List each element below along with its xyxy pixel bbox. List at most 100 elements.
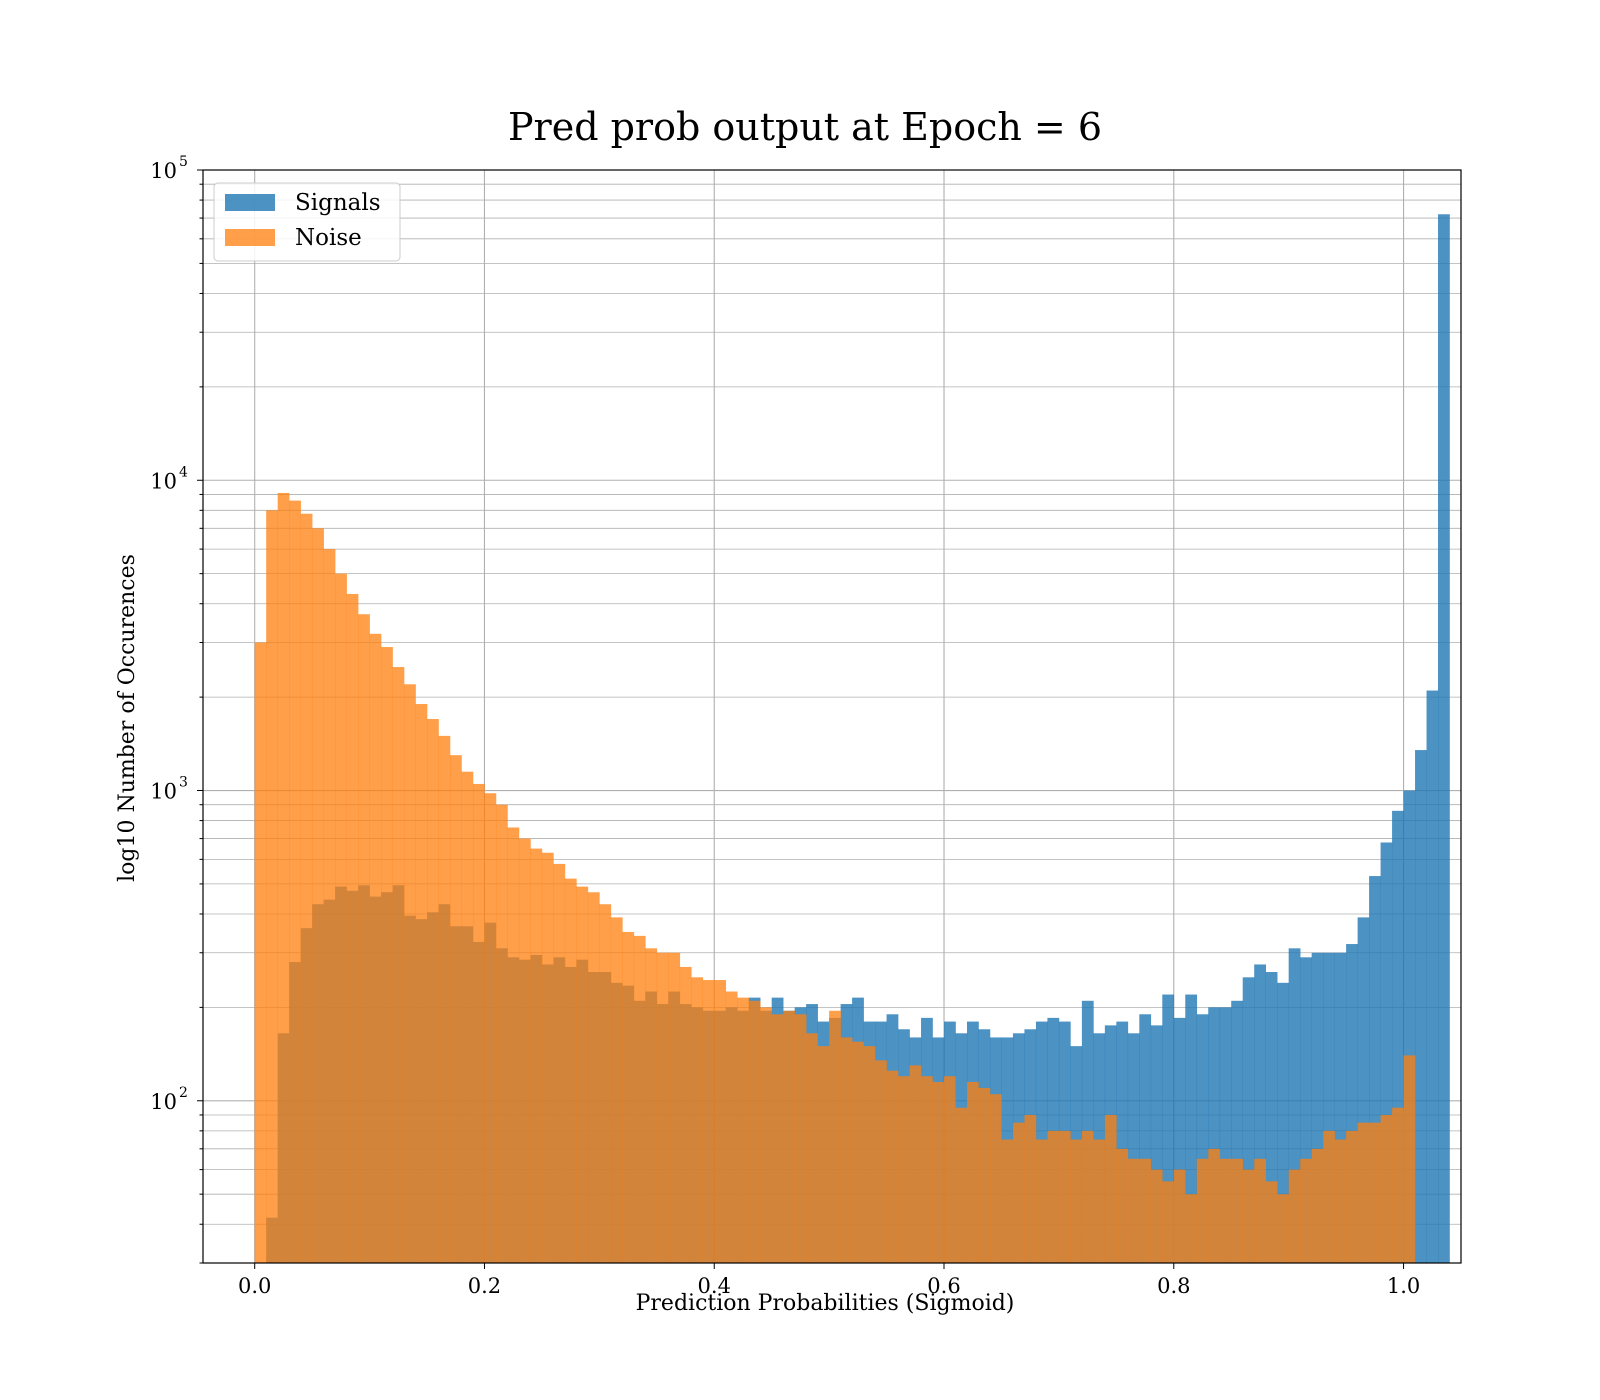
histogram-bar [254, 642, 267, 1263]
histogram-bar [415, 704, 428, 1263]
histogram-bar [1185, 994, 1198, 1263]
histogram-bar [1311, 1148, 1324, 1263]
histogram-bar [1185, 1194, 1198, 1263]
histogram-bar [518, 838, 531, 1263]
histogram-bar [553, 863, 566, 1263]
legend[interactable]: Signals Noise [213, 182, 401, 262]
histogram-bar [1277, 982, 1289, 1263]
histogram-bar [1265, 972, 1278, 1263]
histogram-bar [1380, 842, 1393, 1263]
histogram-bar [1127, 1158, 1140, 1263]
histogram-bar [1070, 1139, 1083, 1263]
histogram-bar [1093, 1139, 1106, 1263]
histogram-bar [507, 827, 520, 1263]
legend-swatch-signals [225, 194, 275, 211]
histogram-bar [1334, 1139, 1347, 1263]
histogram-bar [1438, 214, 1450, 1264]
histogram-bar [966, 1081, 979, 1263]
histogram-bar [530, 848, 543, 1263]
histogram-bar [691, 977, 704, 1263]
histogram-bar [1127, 1033, 1140, 1263]
histogram-bar [886, 1070, 899, 1263]
histogram-bar [300, 513, 313, 1263]
histogram-bar [1300, 1158, 1312, 1263]
histogram-bar [1035, 1139, 1048, 1263]
histogram-bar [875, 1060, 887, 1263]
histogram-bar [1265, 1181, 1278, 1263]
histogram-bar [1162, 1181, 1175, 1263]
histogram-bar [1196, 1014, 1209, 1263]
y-tick-exponent: 2 [179, 1085, 188, 1101]
histogram-bar [358, 614, 370, 1263]
histogram-bar [1369, 1122, 1381, 1263]
histogram-bar [725, 991, 738, 1263]
histogram-bar [1231, 1000, 1244, 1263]
histogram-bar [266, 510, 278, 1263]
histogram-bar [1104, 1114, 1117, 1263]
histogram-bar [1208, 1007, 1221, 1263]
histogram-bar [1323, 1130, 1335, 1263]
legend-label-signals[interactable]: Signals [295, 190, 381, 216]
histogram-bar [978, 1087, 991, 1263]
histogram-bar [737, 997, 750, 1263]
histogram-bar [794, 1014, 807, 1263]
histogram-bar [1139, 1014, 1152, 1263]
legend-label-noise[interactable]: Noise [295, 225, 362, 251]
histogram-bar [404, 684, 416, 1263]
histogram-bar [760, 1007, 772, 1263]
histogram-bar [1081, 1130, 1094, 1263]
histogram-bar [1277, 1194, 1289, 1263]
histogram-bar [369, 633, 382, 1263]
histogram-bar [1403, 790, 1416, 1263]
histogram-bar [1024, 1114, 1037, 1263]
histogram-bar [1392, 810, 1404, 1263]
histogram-bar [335, 573, 347, 1263]
histogram-bar [1357, 917, 1370, 1263]
histogram-bar [1058, 1130, 1071, 1263]
histogram-bar [1380, 1114, 1393, 1263]
histogram-bar [863, 1046, 876, 1263]
histogram-bar [1392, 1107, 1404, 1263]
histogram-bar [909, 1065, 922, 1263]
histogram-bar [702, 980, 715, 1263]
histogram-bar [852, 1041, 864, 1263]
histogram-bar [622, 931, 635, 1263]
chart-title: Pred prob output at Epoch = 6 [508, 105, 1102, 149]
histogram-bar [748, 1000, 761, 1263]
histogram-bar [1231, 1158, 1244, 1263]
histogram-bar [461, 771, 474, 1263]
histogram-bar [541, 852, 554, 1263]
histogram-bar [932, 1081, 945, 1263]
histogram-bar [346, 593, 359, 1263]
histogram-bar [955, 1107, 968, 1263]
histogram-bar [1150, 1169, 1163, 1263]
histogram-bar [1150, 1025, 1163, 1263]
x-tick-label: 1.0 [1387, 1274, 1420, 1298]
x-tick-label: 0.4 [698, 1274, 731, 1298]
histogram-bar [450, 755, 462, 1263]
histogram-bar [1288, 948, 1301, 1263]
histogram-bar [1242, 1169, 1255, 1263]
x-tick-label: 0.0 [238, 1274, 271, 1298]
histogram-bar [783, 1010, 795, 1263]
histogram-bar [1116, 1148, 1129, 1263]
histogram-bar [599, 904, 612, 1263]
histogram-bar [829, 1010, 841, 1263]
series-noise [254, 492, 1416, 1264]
y-tick-label: 10 [150, 1090, 177, 1114]
histogram-bar [1162, 994, 1175, 1263]
histogram-bar [817, 1046, 830, 1263]
histogram-bar [1173, 1169, 1186, 1263]
histogram-bar [1369, 876, 1381, 1263]
histogram-bar [1323, 952, 1335, 1263]
x-axis-ticks: 0.0 0.2 0.4 0.6 0.8 1.0 [238, 1263, 1420, 1298]
histogram-bar [427, 719, 439, 1263]
histogram-bar [840, 1037, 853, 1263]
histogram-bar [1139, 1158, 1152, 1263]
histogram-bar [438, 735, 451, 1263]
histogram-bar [587, 892, 600, 1263]
histogram-bar [1196, 1158, 1209, 1263]
